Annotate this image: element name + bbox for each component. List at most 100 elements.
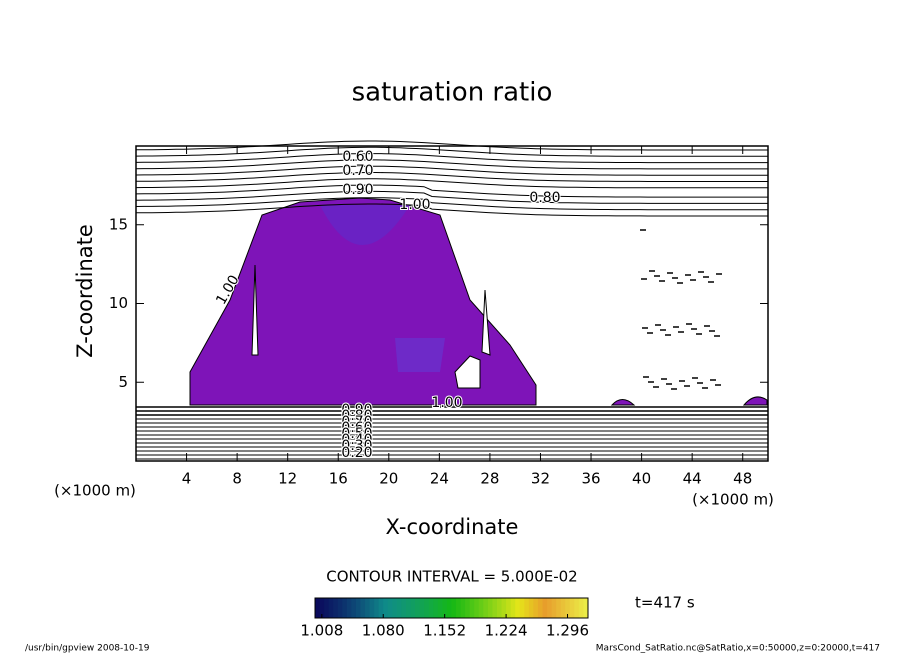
colorbar-cell: [437, 598, 443, 618]
x-axis-unit: (×1000 m): [692, 491, 774, 509]
cloud-fill: [189, 197, 768, 406]
colorbar-cell: [342, 598, 348, 618]
contour-label: 0.40: [341, 432, 372, 448]
colorbar-cell: [351, 598, 357, 618]
colorbar-cell: [406, 598, 412, 618]
colorbar-cell: [401, 598, 407, 618]
contour-line: [135, 165, 768, 176]
colorbar-cell: [492, 598, 498, 618]
cloud-patch: [742, 396, 768, 406]
x-tick-label: 28: [480, 470, 499, 488]
colorbar-cell: [396, 598, 402, 618]
contour-label: 0.70: [342, 163, 373, 179]
colorbar-frame: [314, 597, 589, 619]
colorbar-cell: [442, 598, 448, 618]
colorbar-cell: [569, 598, 575, 618]
colorbar-cell: [337, 598, 343, 618]
x-tick-label: 20: [379, 470, 398, 488]
colorbar-cell: [487, 598, 493, 618]
colorbar-tick-label: 1.224: [485, 622, 528, 640]
contour-line: [135, 197, 768, 211]
colorbar-cell: [469, 598, 475, 618]
contour-line: [135, 153, 768, 164]
contour-label: 0.60: [341, 420, 372, 436]
contour-label: 0.50: [341, 426, 372, 442]
colorbar-cell: [424, 598, 430, 618]
colorbar-cell: [533, 598, 539, 618]
cloud-hole: [481, 289, 491, 356]
contour-interval: CONTOUR INTERVAL = 5.000E-02: [326, 568, 577, 586]
colorbar-cell: [433, 598, 439, 618]
colorbar-cell: [574, 598, 580, 618]
colorbar-cell: [365, 598, 371, 618]
colorbar-cell: [565, 598, 571, 618]
colorbar-cell: [346, 598, 352, 618]
cloud-patch: [610, 399, 636, 406]
footer-left: /usr/bin/gpview 2008-10-19: [25, 644, 150, 654]
colorbar-tick-label: 1.152: [423, 622, 466, 640]
colorbar-cell: [456, 598, 462, 618]
colorbar-cell: [315, 598, 321, 618]
colorbar-cell: [446, 598, 452, 618]
colorbar-cell: [333, 598, 339, 618]
colorbar-cell: [560, 598, 566, 618]
colorbar-cell: [428, 598, 434, 618]
colorbar-cell: [547, 598, 553, 618]
contour-line: [135, 140, 768, 151]
colorbar-cell: [383, 598, 389, 618]
x-tick-label: 44: [683, 470, 702, 488]
x-tick-label: 48: [733, 470, 752, 488]
colorbar-cell: [374, 598, 380, 618]
cloud-patch: [395, 338, 445, 372]
contour-label: 0.80: [529, 190, 560, 206]
contour-line: [135, 203, 768, 217]
contour-label: 0.80: [341, 408, 372, 424]
colorbar-cell: [483, 598, 489, 618]
colorbar-cell: [510, 598, 516, 618]
time-label: t=417 s: [635, 594, 695, 612]
chart-title: saturation ratio: [352, 78, 553, 108]
contour-label: 0.90: [341, 402, 372, 418]
contour-label: 0.20: [341, 445, 372, 461]
colorbar-cell: [506, 598, 512, 618]
colorbar-cell: [369, 598, 375, 618]
colorbar-tick-label: 1.008: [300, 622, 343, 640]
contour-line: [135, 172, 768, 182]
colorbar-cell: [360, 598, 366, 618]
colorbar-cell: [324, 598, 330, 618]
colorbar-cell: [451, 598, 457, 618]
contour-label: 0.70: [341, 414, 372, 430]
x-axis-label: X-coordinate: [386, 515, 519, 539]
colorbar-cell: [542, 598, 548, 618]
footer-right: MarsCond_SatRatio.nc@SatRatio,x=0:50000,…: [596, 644, 880, 654]
contour-label: 1.00: [431, 395, 462, 411]
colorbar-cell: [583, 598, 589, 618]
x-tick-label: 24: [430, 470, 449, 488]
colorbar-cell: [328, 598, 334, 618]
x-tick-label: 36: [581, 470, 600, 488]
colorbar-cell: [524, 598, 530, 618]
contour-label: 1.00: [399, 197, 430, 213]
colorbar-cell: [387, 598, 393, 618]
colorbar-tick-label: 1.080: [362, 622, 405, 640]
colorbar-cell: [474, 598, 480, 618]
x-tick-label: 8: [232, 470, 242, 488]
colorbar-cell: [460, 598, 466, 618]
x-tick-label: 16: [329, 470, 348, 488]
cloud-hole: [251, 264, 259, 356]
colorbar-cell: [419, 598, 425, 618]
cloud-core: [320, 205, 410, 245]
x-tick-label: 40: [632, 470, 651, 488]
colorbar-cell: [519, 598, 525, 618]
colorbar-cell: [551, 598, 557, 618]
y-axis-label: Z-coordinate: [73, 224, 97, 358]
y-axis-unit: (×1000 m): [54, 482, 136, 500]
y-tick-label: 10: [109, 294, 128, 312]
colorbar-cell: [497, 598, 503, 618]
colorbar-cell: [355, 598, 361, 618]
contour-line: [135, 159, 768, 170]
contour-line: [135, 178, 768, 189]
colorbar-cell: [528, 598, 534, 618]
contour-label: 0.30: [341, 438, 372, 454]
